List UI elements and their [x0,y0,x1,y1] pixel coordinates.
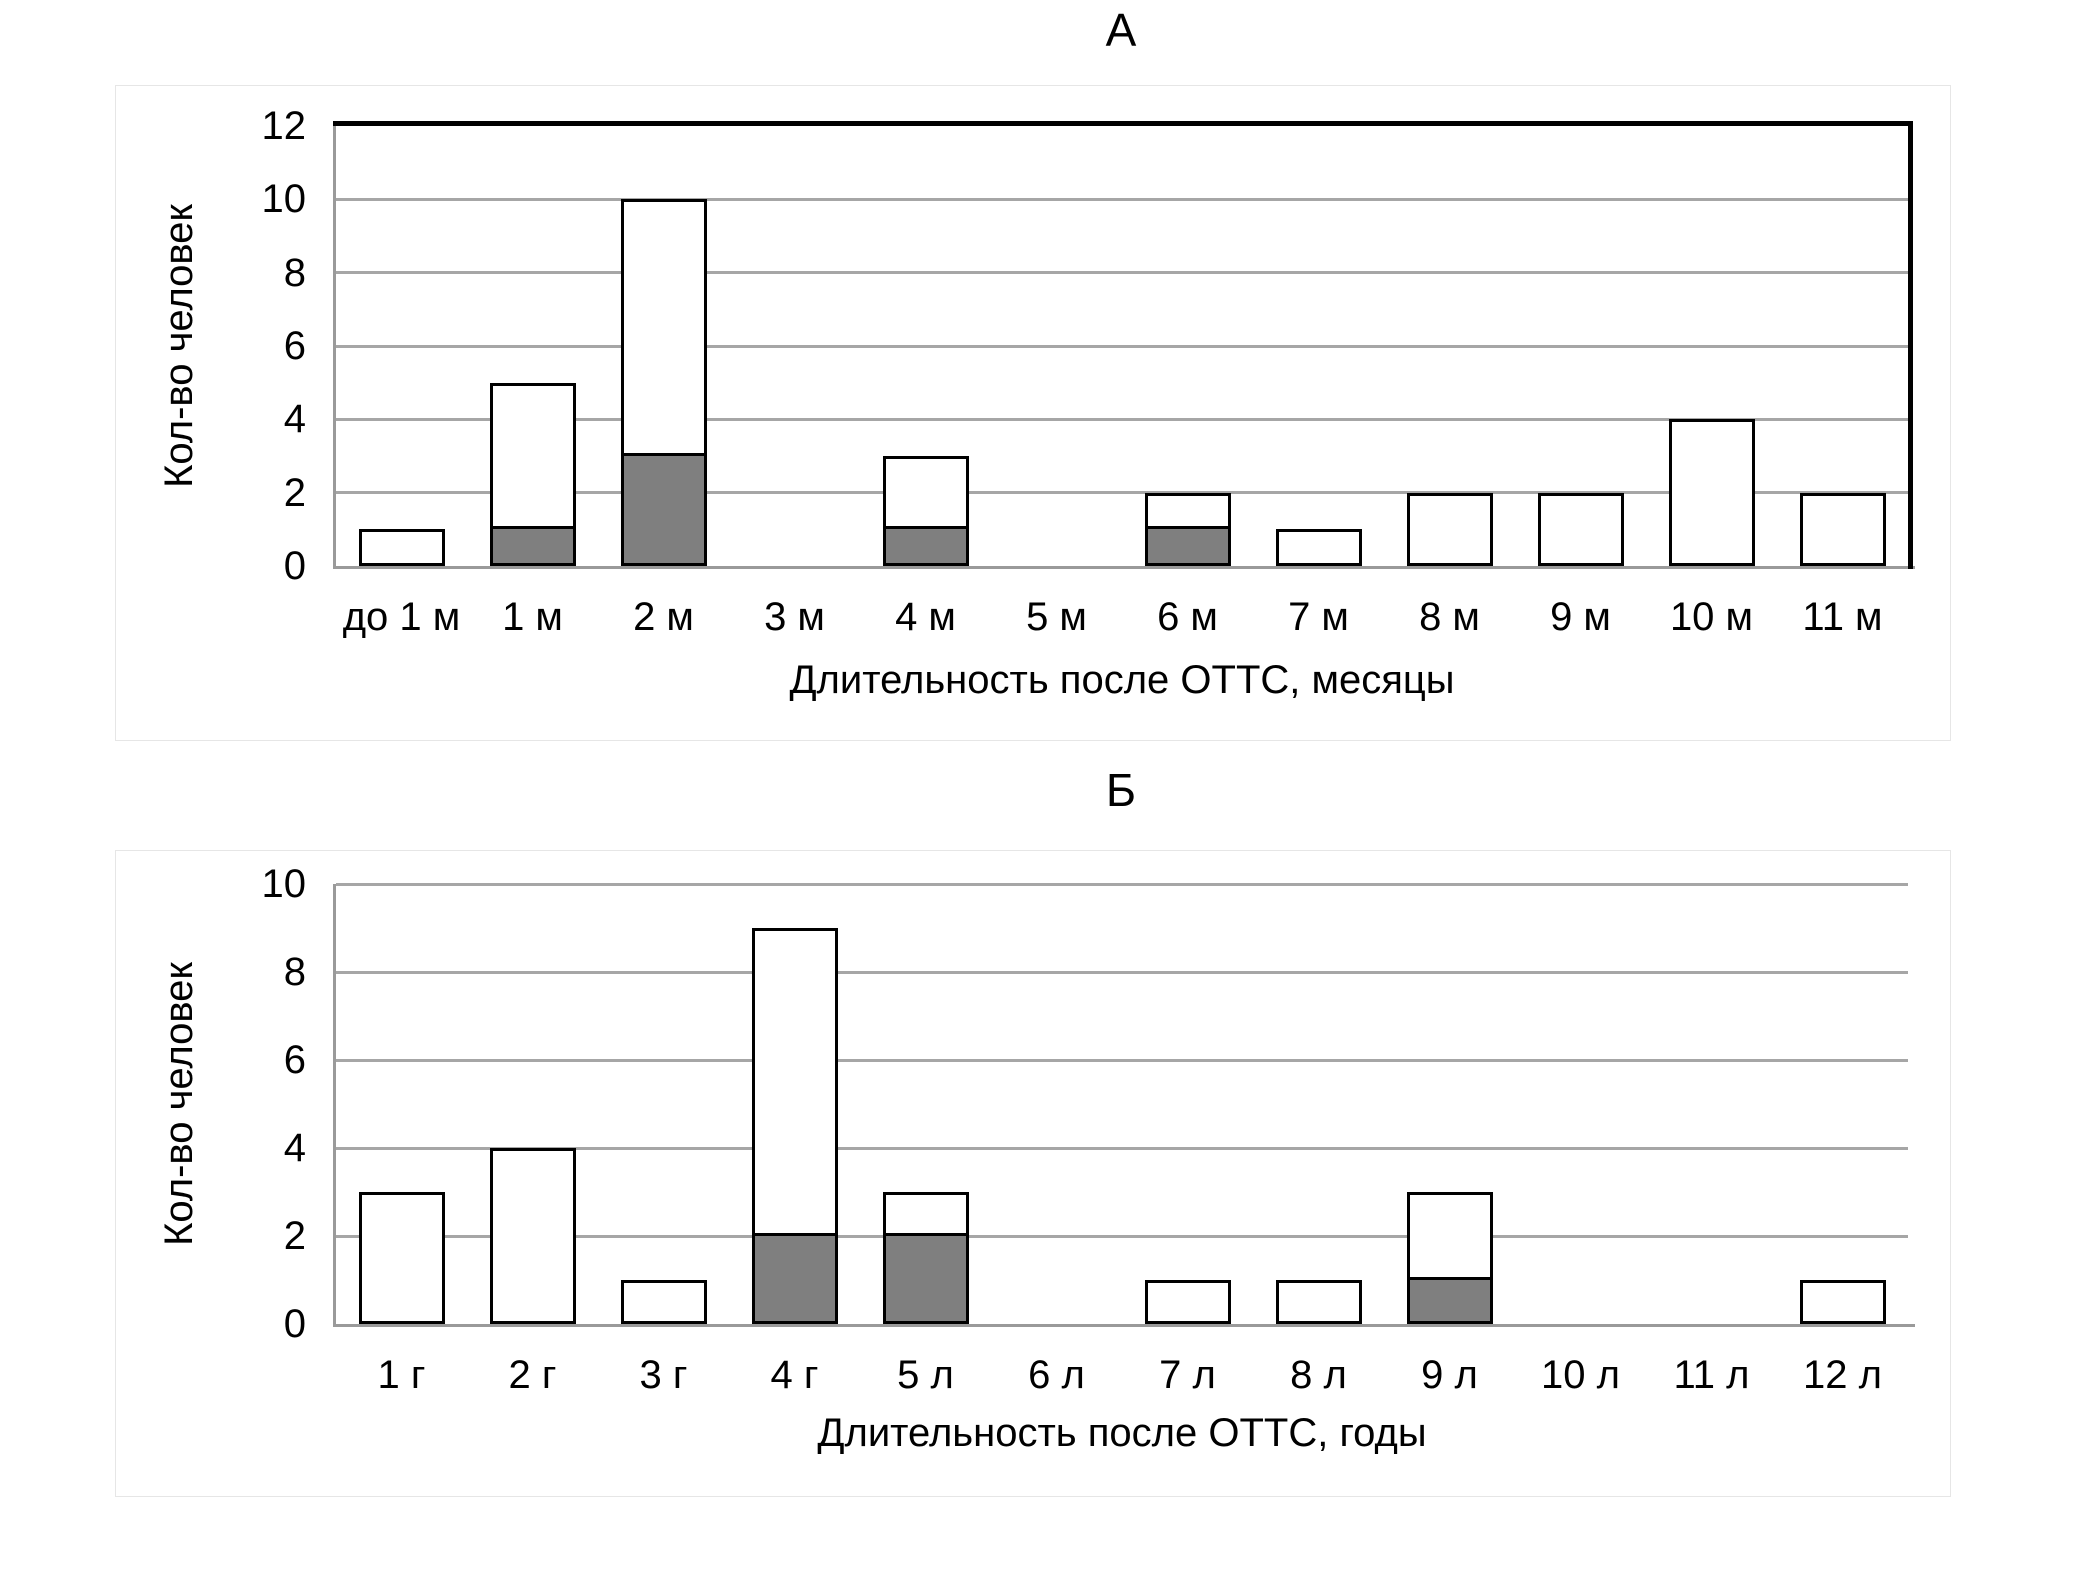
gridline [336,417,1908,421]
y-tick-label: 4 [283,1126,306,1170]
bar [1406,492,1493,566]
y-tick-label: 2 [283,470,306,515]
bar-segment-gray [1147,526,1228,563]
x-tick-label: 8 л [1290,1353,1347,1397]
bar [882,1192,969,1324]
x-tick-label: 7 л [1159,1353,1216,1397]
x-tick-label: 2 м [633,595,694,639]
x-axis-line [333,566,1915,569]
y-tick-label: 12 [261,104,307,148]
bar [1668,419,1755,566]
x-tick-label: 11 м [1802,595,1883,639]
gridline [336,491,1908,495]
gridline [336,970,1908,974]
gridline [336,882,1908,886]
chart-a-plot-area: 0 2 4 6 8 10 12 до 1 м 1 м 2 м 3 м 4 м 5 м 6 м 7 м 8 м 9… [262,104,1915,639]
x-tick-label: 11 л [1673,1353,1750,1397]
bar [489,1148,576,1324]
x-tick-label: 6 л [1028,1353,1085,1397]
y-tick-label: 8 [283,250,306,295]
bar [620,199,707,566]
x-tick-label: 1 м [502,595,563,639]
bar-segment-gray [885,1233,966,1321]
plot-frame-right [1908,121,1913,569]
x-tick-label: 4 г [770,1353,819,1397]
bar [358,529,445,566]
x-tick-label: 5 м [1026,595,1087,639]
bar [620,1280,707,1324]
y-tick-label: 2 [283,1214,306,1258]
x-tick-label: до 1 м [342,595,461,639]
x-tick-label: 6 м [1157,595,1218,639]
bar [1144,1280,1231,1324]
x-tick-label: 3 г [639,1353,688,1397]
x-tick-label: 10 м [1669,595,1754,639]
x-tick-label: 5 л [897,1353,954,1397]
x-tick-label: 10 л [1541,1353,1620,1397]
gridline [336,197,1908,201]
x-tick-label: 4 м [895,595,956,639]
chart-b-title: Б [1105,764,1137,816]
x-tick-label: 7 м [1288,595,1349,639]
y-tick-label: 8 [283,950,306,994]
bar [882,456,969,566]
gridline [336,1146,1908,1150]
bar [1537,492,1624,566]
x-tick-label: 9 м [1550,595,1611,639]
y-tick-label: 0 [283,1302,306,1346]
chart-a-x-axis-title: Длительность после ОТТС, месяцы [789,658,1455,702]
bar-segment-gray [754,1233,835,1321]
bar-segment-gray [1409,1277,1490,1321]
bar [1275,1280,1362,1324]
bar-segment-gray [885,526,966,563]
y-tick-label: 0 [283,544,306,588]
gridline [336,344,1908,348]
x-tick-label: 8 м [1419,595,1480,639]
y-tick-label: 6 [283,324,306,368]
gridline [336,1058,1908,1062]
x-axis-line [333,1324,1915,1327]
y-tick-label: 10 [261,862,307,906]
bar-segment-gray [492,526,573,563]
x-tick-label: 12 л [1803,1353,1882,1397]
bar [358,1192,445,1324]
bar-segment-gray [623,452,704,563]
bar [1799,492,1886,566]
y-tick-label: 10 [261,177,307,222]
chart-a-title: А [1105,4,1137,56]
bar [1144,492,1231,566]
x-tick-label: 3 м [764,595,825,639]
x-tick-label: 1 г [377,1353,426,1397]
bar [1799,1280,1886,1324]
bar [1406,1192,1493,1324]
bar [751,928,838,1324]
chart-b-plot-area: 0 2 4 6 8 10 1 г 2 г 3 г 4 г 5 л 6 л 7 л 8 л 9 л 10 л 11… [262,862,1915,1397]
y-axis-line [333,121,336,566]
y-tick-label: 4 [283,397,306,442]
x-tick-label: 9 л [1421,1353,1478,1397]
bar [489,382,576,566]
chart-b-x-axis-title: Длительность после ОТТС, годы [817,1411,1427,1455]
gridline [336,271,1908,275]
y-tick-label: 6 [283,1038,306,1082]
gridline [336,1234,1908,1238]
bar [1275,529,1362,566]
y-axis-line [333,884,336,1324]
x-tick-label: 2 г [508,1353,557,1397]
plot-frame-top [333,121,1913,126]
